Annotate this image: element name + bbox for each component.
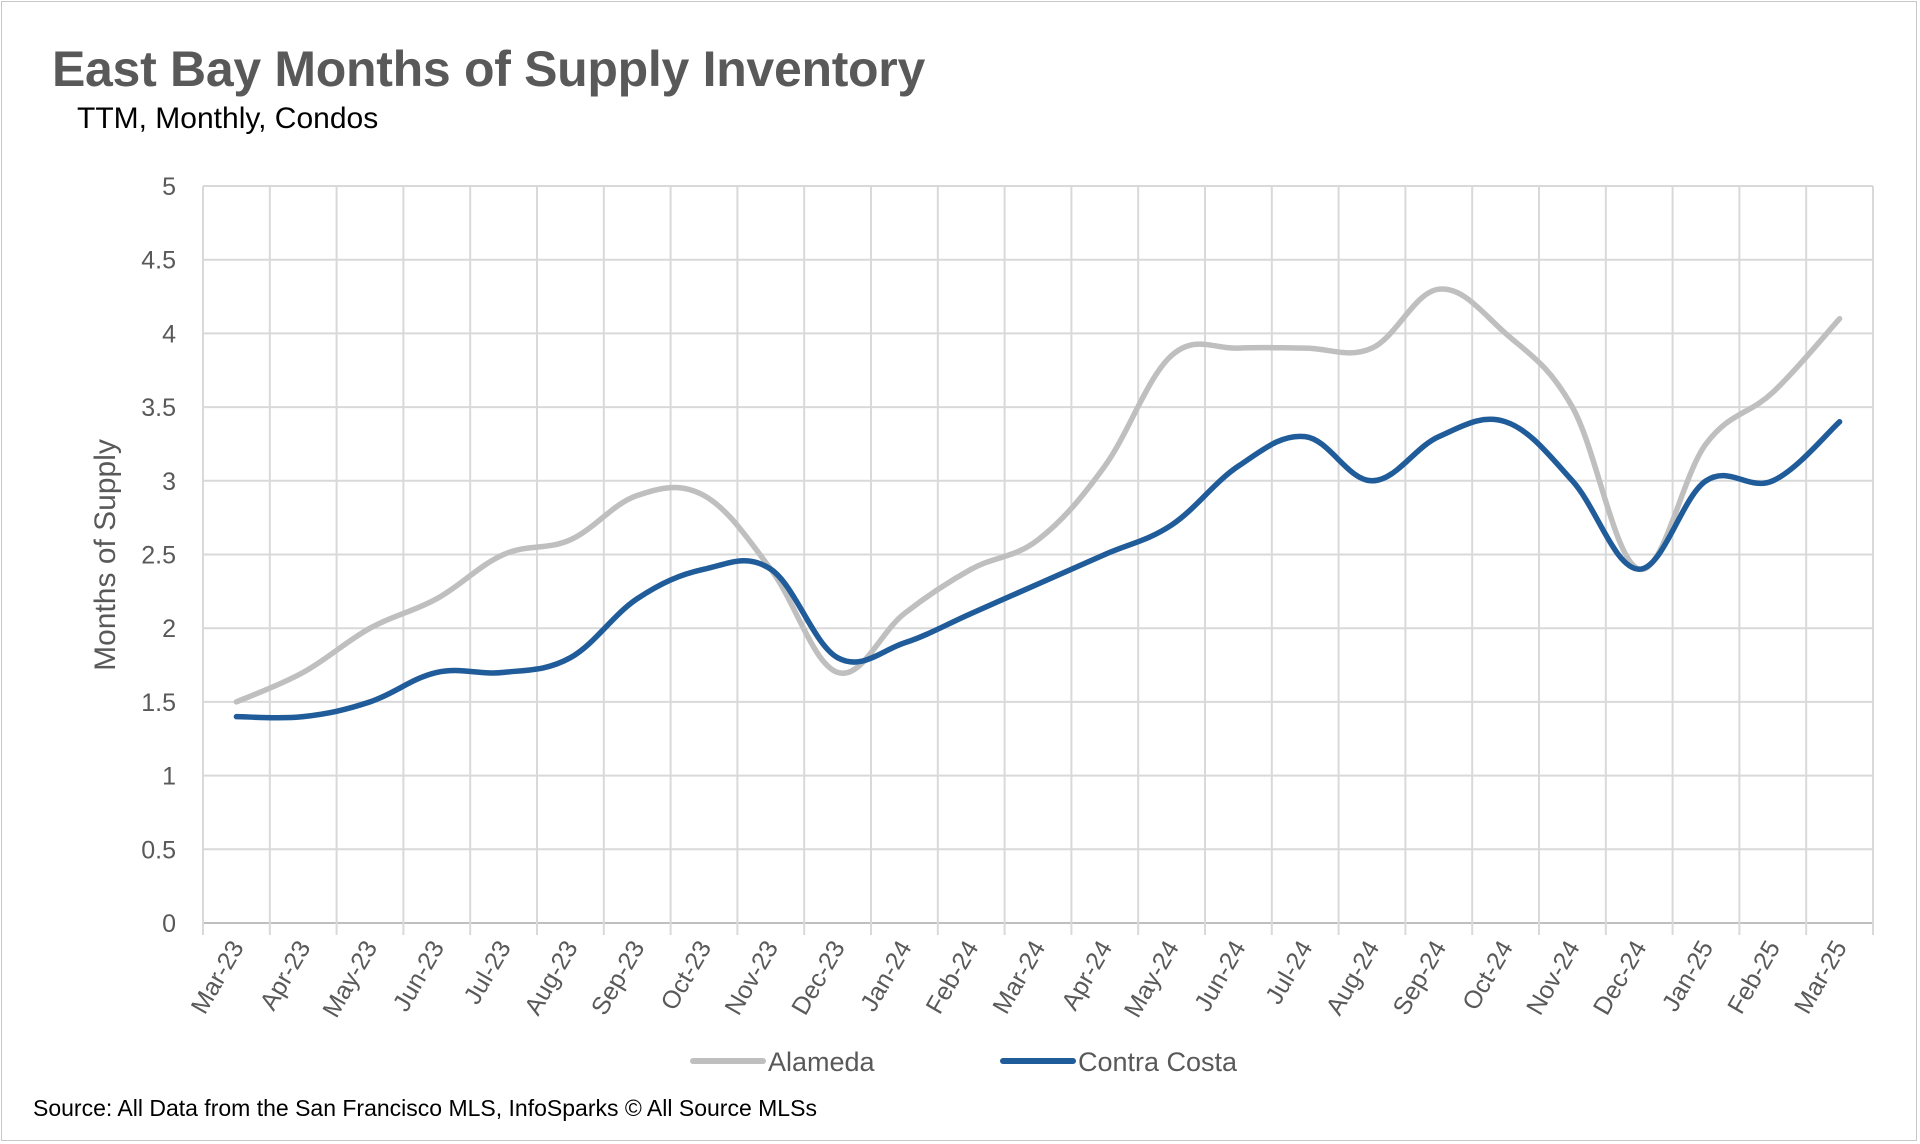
legend-label: Alameda — [768, 1047, 876, 1077]
y-tick-label: 0.5 — [141, 836, 176, 864]
x-tick-label: Feb-24 — [921, 936, 985, 1019]
y-tick-label: 4 — [162, 320, 176, 348]
y-tick-label: 5 — [162, 173, 176, 201]
x-tick-label: Jul-23 — [459, 936, 517, 1009]
y-tick-label: 2 — [162, 615, 176, 643]
source-note: Source: All Data from the San Francisco … — [33, 1095, 817, 1121]
series-lines — [233, 286, 1843, 721]
x-tick-label: Jul-24 — [1260, 936, 1318, 1009]
y-axis-ticks: 0 0.5 1 1.5 2 2.5 3 3.5 4 4.5 5 — [141, 173, 176, 938]
x-tick-label: Mar-25 — [1789, 936, 1853, 1019]
chart-subtitle: TTM, Monthly, Condos — [77, 102, 379, 135]
grid-lines — [202, 185, 1874, 935]
chart-title: East Bay Months of Supply Inventory — [52, 41, 925, 97]
x-tick-label: Jan-24 — [855, 936, 918, 1016]
x-tick-label: Sep-23 — [586, 936, 651, 1020]
x-tick-label: Jan-25 — [1657, 936, 1719, 1016]
x-tick-label: Jun-23 — [388, 936, 450, 1016]
x-tick-label: Mar-23 — [186, 936, 250, 1019]
y-tick-label: 1.5 — [141, 689, 176, 717]
x-tick-label: Nov-23 — [719, 936, 784, 1020]
series-line-contra-costa — [233, 416, 1843, 721]
y-tick-label: 3.5 — [141, 394, 176, 422]
legend-label: Contra Costa — [1078, 1047, 1238, 1077]
x-tick-label: Feb-25 — [1722, 936, 1786, 1019]
x-axis-ticks: Mar-23 Apr-23 May-23 Jun-23 Jul-23 Aug-23 Sep-… — [186, 936, 1853, 1022]
x-tick-label: Oct-23 — [655, 936, 717, 1015]
y-tick-label: 1 — [162, 763, 176, 791]
y-axis-label: Months of Supply — [89, 439, 122, 671]
x-tick-label: Mar-24 — [987, 936, 1051, 1019]
y-tick-label: 4.5 — [141, 247, 176, 275]
x-tick-label: Aug-24 — [1321, 936, 1386, 1020]
x-tick-label: Aug-23 — [519, 936, 584, 1020]
series-line-alameda — [233, 286, 1843, 705]
legend: Alameda Contra Costa — [690, 1047, 1238, 1077]
x-tick-label: Dec-24 — [1588, 936, 1653, 1020]
x-tick-label: Oct-24 — [1457, 936, 1519, 1015]
x-tick-label: Sep-24 — [1387, 936, 1452, 1020]
y-tick-label: 2.5 — [141, 542, 176, 570]
x-tick-label: Apr-23 — [255, 936, 317, 1015]
x-tick-label: Jun-24 — [1189, 936, 1252, 1016]
y-tick-label: 3 — [162, 468, 176, 496]
x-tick-label: May-23 — [317, 936, 383, 1022]
x-tick-label: Dec-23 — [786, 936, 851, 1020]
x-tick-label: May-24 — [1119, 936, 1185, 1022]
x-tick-label: Nov-24 — [1521, 936, 1586, 1020]
y-tick-label: 0 — [162, 910, 176, 938]
x-tick-label: Apr-24 — [1056, 936, 1118, 1015]
